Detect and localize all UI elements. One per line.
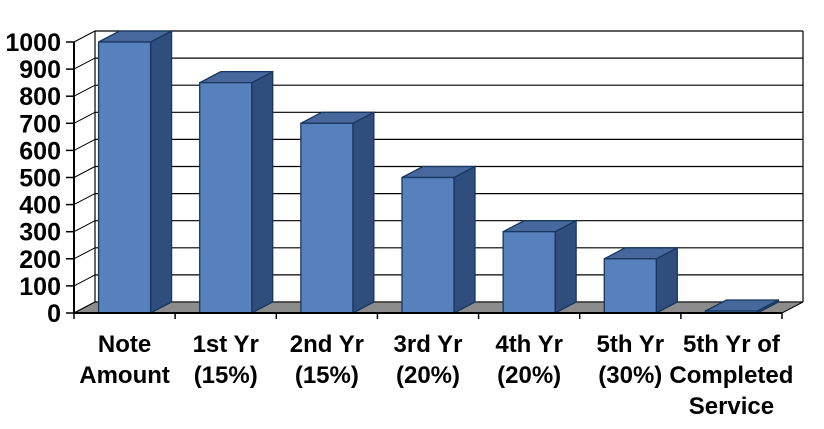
bar-side: [251, 70, 274, 315]
bar: [401, 165, 476, 315]
bar-side: [453, 165, 476, 315]
bar-front: [199, 82, 253, 314]
y-tick-label: 0: [47, 300, 61, 328]
x-category-label: 5th Yr of: [683, 331, 781, 358]
wall-tick-connector: [73, 193, 96, 206]
y-tick-label: 300: [19, 219, 61, 247]
bar: [97, 29, 173, 315]
y-tick-label: 500: [19, 165, 61, 193]
x-category-label: Completed: [669, 362, 793, 389]
x-category-label: (30%): [598, 362, 662, 389]
x-category-label: (20%): [497, 362, 561, 389]
x-category-label: 4th Yr: [495, 331, 563, 358]
x-category-label: 5th Yr: [596, 331, 664, 358]
y-tick-label: 700: [19, 110, 61, 138]
wall-tick-connector: [73, 84, 96, 97]
y-tick-label: 1000: [5, 29, 61, 57]
bar-side: [149, 29, 173, 315]
wall-tick-connector: [73, 57, 96, 70]
x-category-label: 3rd Yr: [394, 331, 463, 358]
y-tick-label: 600: [19, 137, 61, 165]
wall-tick-connector: [73, 166, 96, 178]
bar: [603, 246, 678, 315]
bar: [300, 111, 375, 315]
bar: [502, 219, 577, 315]
wall-tick-connector: [73, 274, 96, 287]
x-category-label: (15%): [295, 362, 359, 389]
x-category-label: 1st Yr: [193, 331, 259, 358]
y-tick-label: 800: [19, 83, 61, 111]
bar-side: [554, 219, 577, 315]
wall-tick-connector: [73, 138, 96, 151]
bar-front: [401, 176, 455, 314]
y-tick-label: 400: [19, 192, 61, 220]
x-category-label: 2nd Yr: [290, 331, 364, 358]
wall-tick-connector: [73, 247, 96, 260]
y-tick-label: 100: [19, 273, 61, 301]
wall-tick-connector: [73, 30, 96, 43]
x-category-label: (20%): [396, 362, 460, 389]
bar-front: [502, 231, 556, 314]
wall-tick-connector: [73, 220, 96, 233]
bar-front: [603, 258, 657, 314]
y-tick-label: 900: [19, 56, 61, 84]
x-category-label: Amount: [79, 362, 170, 389]
bar-front: [300, 122, 354, 314]
y-tick-label: 200: [19, 246, 61, 274]
bar: [199, 70, 274, 315]
bar-front: [97, 41, 152, 314]
x-category-label: Note: [98, 331, 151, 358]
x-category-label: (15%): [194, 362, 258, 389]
x-category-label: Service: [689, 393, 774, 420]
wall-tick-connector: [73, 111, 96, 124]
bar-side: [352, 111, 375, 315]
